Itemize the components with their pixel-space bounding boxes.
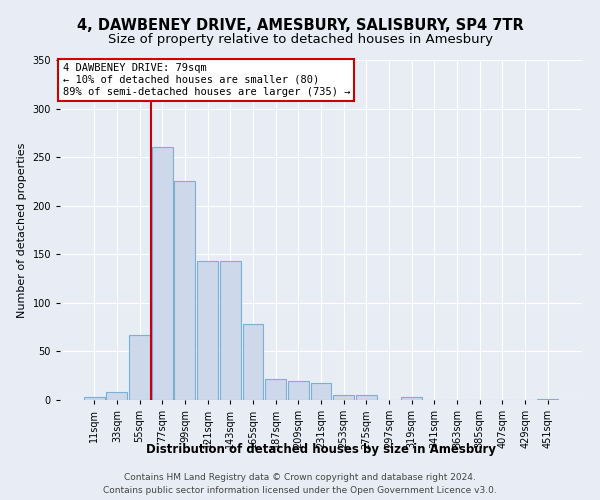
Bar — [288, 380, 309, 400]
Bar — [311, 384, 331, 400]
Bar — [220, 261, 241, 400]
Bar — [152, 148, 173, 400]
Bar — [265, 378, 286, 400]
Text: Contains HM Land Registry data © Crown copyright and database right 2024.
Contai: Contains HM Land Registry data © Crown c… — [103, 474, 497, 495]
Bar — [401, 397, 422, 400]
Text: 4, DAWBENEY DRIVE, AMESBURY, SALISBURY, SP4 7TR: 4, DAWBENEY DRIVE, AMESBURY, SALISBURY, … — [77, 18, 523, 32]
Text: Distribution of detached houses by size in Amesbury: Distribution of detached houses by size … — [146, 442, 496, 456]
Bar — [84, 397, 104, 400]
Bar — [129, 335, 150, 400]
Bar — [538, 399, 558, 400]
Text: Size of property relative to detached houses in Amesbury: Size of property relative to detached ho… — [107, 32, 493, 46]
Bar — [197, 261, 218, 400]
Bar — [356, 395, 377, 400]
Bar — [175, 182, 196, 400]
Bar — [333, 395, 354, 400]
Bar — [242, 324, 263, 400]
Text: 4 DAWBENEY DRIVE: 79sqm
← 10% of detached houses are smaller (80)
89% of semi-de: 4 DAWBENEY DRIVE: 79sqm ← 10% of detache… — [62, 64, 350, 96]
Y-axis label: Number of detached properties: Number of detached properties — [17, 142, 27, 318]
Bar — [106, 392, 127, 400]
